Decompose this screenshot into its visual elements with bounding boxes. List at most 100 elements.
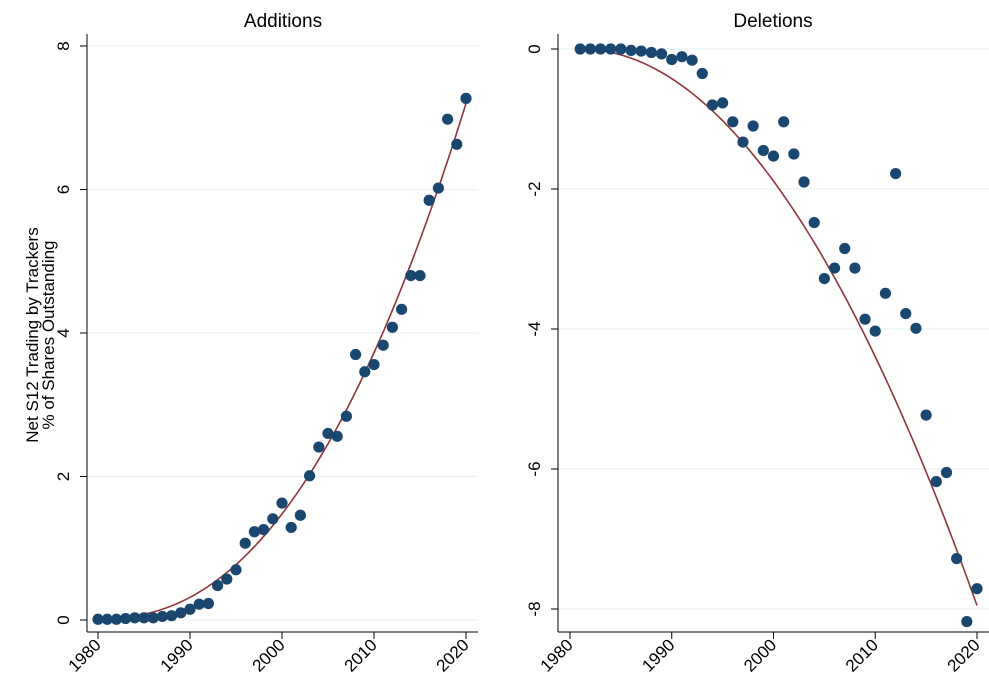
- data-point: [940, 466, 953, 479]
- data-point: [322, 427, 334, 440]
- y-tick-label: 2: [54, 472, 73, 481]
- fit-line: [97, 103, 467, 620]
- additions-title: Additions: [244, 11, 322, 32]
- data-point: [313, 441, 325, 453]
- data-point: [961, 616, 973, 628]
- data-point: [655, 48, 668, 60]
- data-point: [696, 67, 708, 80]
- data-point: [248, 526, 260, 538]
- data-point: [971, 583, 983, 595]
- data-point: [666, 53, 678, 66]
- data-point: [331, 430, 343, 442]
- data-point: [900, 308, 912, 320]
- data-point: [138, 612, 150, 624]
- data-point: [147, 612, 159, 624]
- data-point: [574, 43, 586, 55]
- data-point: [267, 513, 279, 525]
- y-axis-label-line-2: % of Shares Outstanding: [39, 240, 58, 429]
- data-point: [818, 273, 830, 285]
- y-tick-label: 0: [525, 44, 544, 53]
- data-point: [442, 113, 454, 125]
- data-point: [175, 607, 187, 619]
- y-tick-label: -6: [525, 461, 544, 476]
- data-point: [304, 470, 316, 482]
- y-tick-label: -8: [525, 601, 544, 616]
- data-point: [717, 97, 729, 109]
- data-point: [350, 348, 362, 361]
- data-point: [869, 325, 881, 337]
- deletions-title: Deletions: [733, 11, 812, 32]
- data-point: [460, 92, 472, 104]
- data-point: [432, 182, 444, 194]
- y-tick-label: -2: [525, 181, 544, 196]
- data-point: [101, 613, 113, 625]
- data-point: [239, 537, 251, 549]
- data-point: [849, 262, 861, 274]
- data-point: [294, 509, 306, 521]
- data-point: [230, 564, 242, 576]
- data-point: [156, 610, 168, 623]
- deletions-fit: [580, 48, 978, 606]
- data-point: [129, 612, 141, 624]
- data-point: [594, 43, 607, 55]
- data-point: [92, 613, 104, 625]
- data-point: [930, 476, 942, 488]
- data-point: [747, 120, 759, 132]
- data-point: [686, 54, 698, 66]
- y-axis-label-line-1: Net S12 Trading by Trackers: [23, 227, 42, 442]
- data-point: [110, 613, 122, 625]
- data-point: [377, 339, 389, 351]
- data-point: [951, 553, 963, 565]
- data-point: [405, 270, 417, 282]
- data-point: [635, 45, 647, 57]
- data-point: [414, 270, 426, 282]
- data-point: [910, 322, 922, 334]
- additions-fit: [97, 103, 467, 620]
- data-point: [828, 262, 841, 274]
- data-point: [879, 287, 892, 299]
- data-point: [839, 242, 851, 255]
- y-axis-label: Net S12 Trading by Trackers % of Shares …: [23, 227, 58, 442]
- data-point: [368, 358, 380, 371]
- data-point: [625, 44, 637, 57]
- data-point: [859, 313, 871, 325]
- data-point: [767, 150, 780, 162]
- data-point: [258, 523, 270, 536]
- data-point: [920, 409, 932, 421]
- data-point: [615, 43, 627, 55]
- data-point: [706, 99, 719, 111]
- data-point: [645, 46, 658, 59]
- deletions-points: [574, 43, 983, 628]
- data-point: [605, 43, 617, 55]
- data-point: [193, 598, 205, 610]
- data-point: [396, 303, 408, 315]
- data-point: [788, 148, 800, 160]
- data-point: [285, 521, 297, 534]
- data-point: [798, 176, 810, 188]
- data-point: [184, 603, 196, 615]
- y-tick-label: 0: [54, 615, 73, 624]
- y-tick-label: -4: [525, 321, 544, 336]
- data-point: [212, 579, 224, 592]
- data-point: [386, 321, 398, 333]
- y-tick-label: 6: [54, 185, 73, 194]
- data-point: [359, 366, 371, 378]
- y-tick-label: 8: [54, 41, 73, 50]
- data-point: [451, 138, 463, 150]
- data-point: [202, 597, 214, 610]
- data-point: [120, 612, 132, 625]
- data-point: [584, 43, 596, 55]
- data-point: [808, 217, 820, 229]
- y-tick-label: 4: [54, 328, 73, 337]
- data-point: [221, 573, 233, 585]
- data-point: [778, 116, 790, 128]
- fit-line: [580, 48, 978, 606]
- data-point: [276, 497, 288, 509]
- data-point: [727, 116, 739, 128]
- data-point: [737, 136, 749, 148]
- data-point: [757, 144, 769, 157]
- data-point: [890, 168, 902, 180]
- data-point: [340, 410, 352, 422]
